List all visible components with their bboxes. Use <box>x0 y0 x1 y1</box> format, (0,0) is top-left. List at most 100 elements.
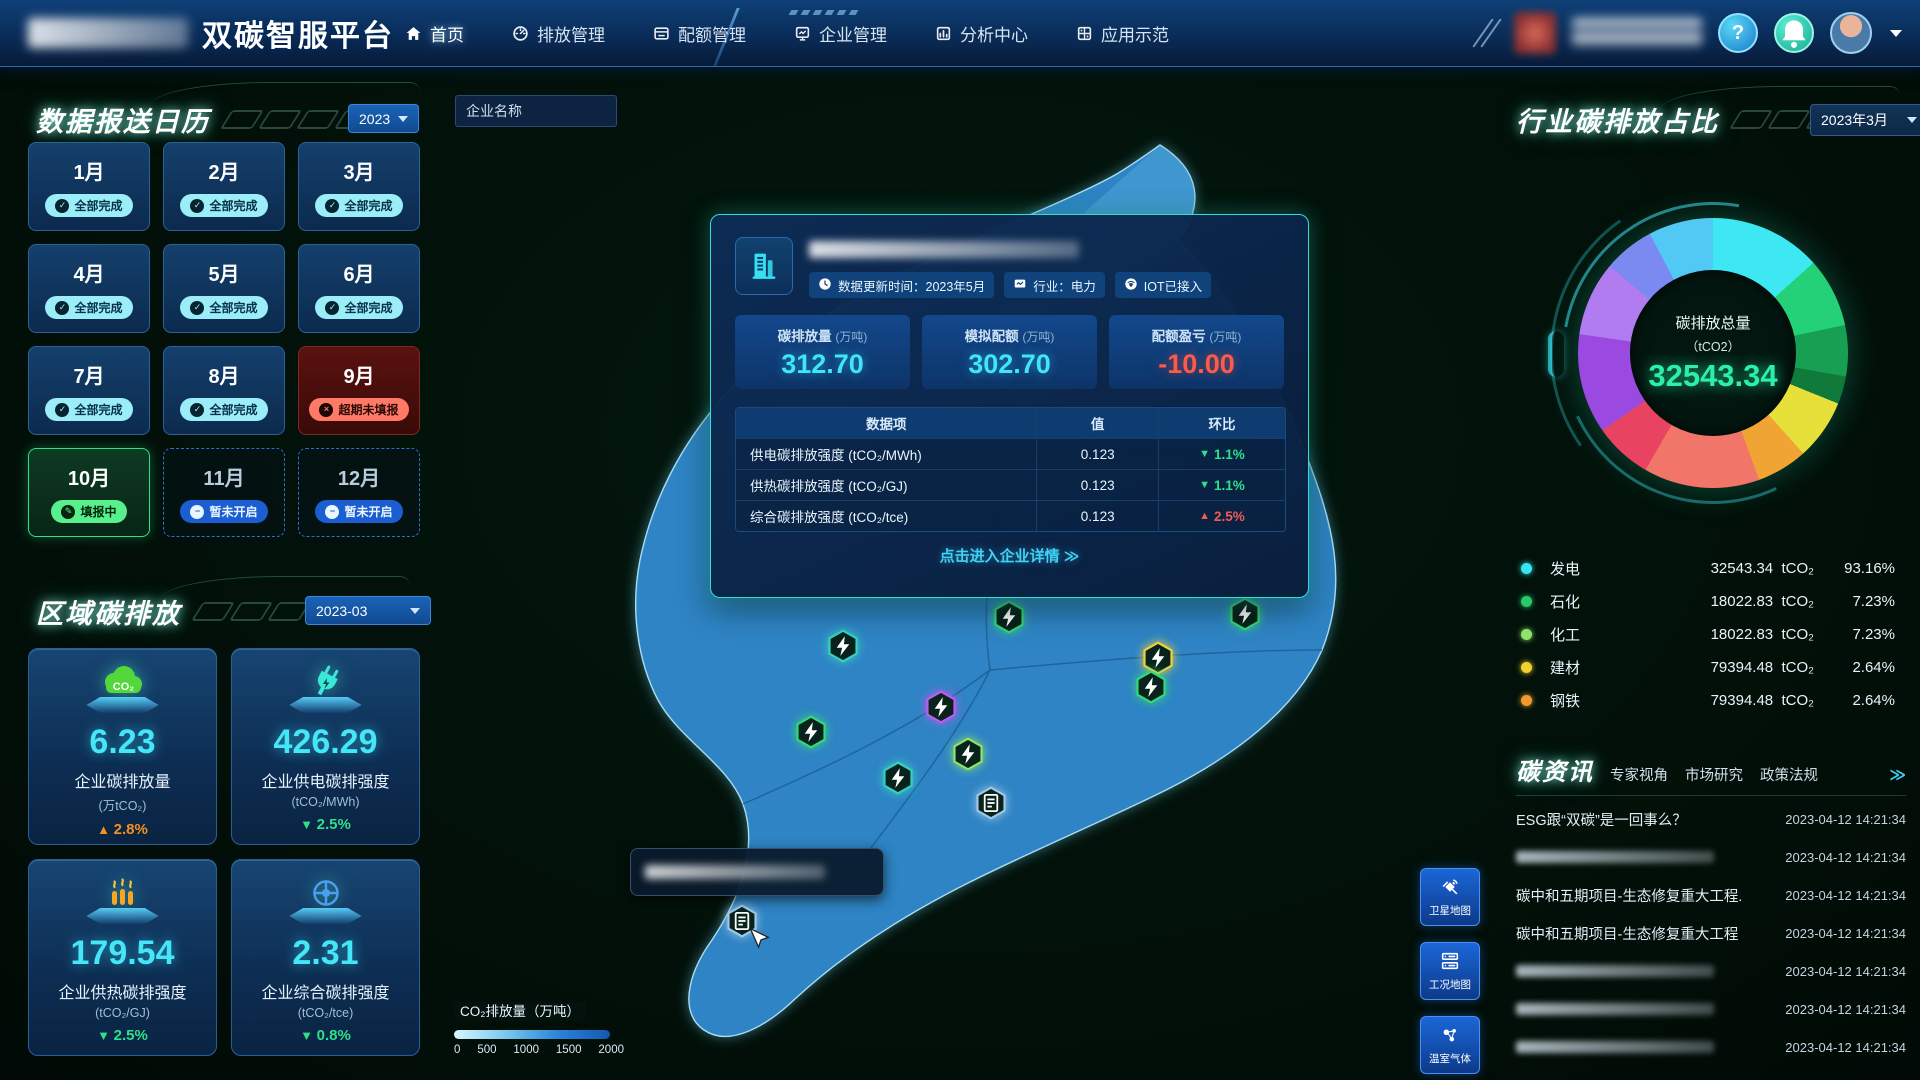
enterprise-map-marker[interactable] <box>1140 640 1176 676</box>
region-stat-card[interactable]: 179.54 企业供热碳排强度 (tCO₂/GJ) 2.5% <box>28 859 217 1056</box>
enterprise-map-marker[interactable] <box>880 760 916 796</box>
news-title-blurred <box>1516 965 1714 977</box>
news-tab[interactable]: 市场研究 <box>1685 768 1743 784</box>
industry-legend-row[interactable]: 建材 79394.48 tCO₂ 2.64% <box>1521 651 1895 684</box>
map-legend-ticks: 0 500 1000 1500 2000 <box>454 1044 624 1056</box>
enterprise-map-marker[interactable] <box>991 599 1027 635</box>
enterprise-map-marker[interactable] <box>793 714 829 750</box>
enterprise-map-marker[interactable] <box>825 628 861 664</box>
news-more-link[interactable]: ≫ <box>1889 767 1906 784</box>
industry-legend-row[interactable]: 钢铁 79394.48 tCO₂ 2.64% <box>1521 684 1895 717</box>
industry-period-select[interactable]: 2023年3月 <box>1810 104 1920 136</box>
legend-tick: 500 <box>477 1044 497 1056</box>
region-period-select[interactable]: 2023-03 <box>305 596 431 625</box>
bell-icon <box>1782 20 1806 48</box>
news-list-item[interactable]: 碳中和五期项目-生态修复重大工程 2023-04-12 14:21:34 <box>1516 914 1906 952</box>
month-card[interactable]: 1月 全部完成 <box>28 142 150 231</box>
nav-item[interactable]: 排放管理 <box>512 21 605 46</box>
month-label: 4月 <box>73 264 105 286</box>
month-card[interactable]: 6月 全部完成 <box>298 244 420 333</box>
map-layer-label: 卫星地图 <box>1429 905 1471 917</box>
stat-unit: (tCO₂/tce) <box>297 1006 354 1020</box>
month-card[interactable]: 8月 全部完成 <box>163 346 285 435</box>
enterprise-map-marker[interactable] <box>724 903 760 939</box>
company-name-blurred <box>809 241 1079 258</box>
industry-legend-row[interactable]: 化工 18022.83 tCO₂ 7.23% <box>1521 618 1895 651</box>
month-card[interactable]: 11月 暂未开启 <box>163 448 285 537</box>
map-layer-button[interactable]: 工况地图 <box>1420 942 1480 1000</box>
nav-item[interactable]: 应用示范 <box>1076 21 1169 46</box>
news-item-title: ESG跟“双碳”是一回事么？ <box>1516 812 1687 829</box>
month-card[interactable]: 9月 超期未填报 <box>298 346 420 435</box>
enterprise-map-marker[interactable] <box>1133 669 1169 705</box>
notifications-button[interactable] <box>1774 13 1814 53</box>
nav-item[interactable]: 分析中心 <box>935 21 1028 46</box>
news-list-item[interactable]: 2023-04-12 14:21:34 <box>1516 1028 1906 1066</box>
month-status-badge: 全部完成 <box>315 296 403 319</box>
help-button[interactable]: ? <box>1718 13 1758 53</box>
popup-stat-title: 模拟配额 <box>964 328 1019 344</box>
stat-label: 企业供热碳排强度 <box>58 985 187 1002</box>
month-card[interactable]: 7月 全部完成 <box>28 346 150 435</box>
news-list-item[interactable]: 2023-04-12 14:21:34 <box>1516 952 1906 990</box>
user-menu-caret-icon[interactable] <box>1890 29 1902 37</box>
enterprise-map-marker[interactable] <box>1227 596 1263 632</box>
metric-name: 综合碳排放强度 (tCO₂/tce) <box>736 501 1038 531</box>
nav-item-label: 排放管理 <box>537 25 605 45</box>
news-list-item[interactable]: 2023-04-12 14:21:34 <box>1516 838 1906 876</box>
industry-donut-chart[interactable]: 碳排放总量 （tCO2） 32543.34 <box>1502 142 1920 564</box>
donut-center-value: 32543.34 <box>1648 358 1778 393</box>
metric-change: 1.1% <box>1159 439 1285 469</box>
month-label: 3月 <box>343 162 375 184</box>
user-avatar[interactable] <box>1830 12 1872 54</box>
region-stat-card[interactable]: 2.31 企业综合碳排强度 (tCO₂/tce) 0.8% <box>231 859 420 1056</box>
industry-legend-row[interactable]: 发电 32543.34 tCO₂ 93.16% <box>1521 552 1895 585</box>
month-card[interactable]: 10月 填报中 <box>28 448 150 537</box>
region-arc-decoration <box>160 576 410 601</box>
news-tab[interactable]: 政策法规 <box>1760 768 1818 784</box>
enterprise-map-marker[interactable] <box>950 736 986 772</box>
news-list-item[interactable]: 2023-04-12 14:21:34 <box>1516 990 1906 1028</box>
month-status-badge: 全部完成 <box>180 296 268 319</box>
enterprise-map-marker[interactable] <box>973 785 1009 821</box>
nav-item[interactable]: 首页 <box>405 21 464 46</box>
status-text: 暂未开启 <box>209 505 258 519</box>
month-card[interactable]: 3月 全部完成 <box>298 142 420 231</box>
news-list-item[interactable]: ESG跟“双碳”是一回事么？ 2023-04-12 14:21:34 <box>1516 800 1906 838</box>
status-icon <box>325 504 340 519</box>
stat-delta: 0.8% <box>300 1027 351 1044</box>
nav-item[interactable]: 配额管理 <box>653 21 746 46</box>
enterprise-detail-link[interactable]: 点击进入企业详情 ≫ <box>939 548 1080 565</box>
map-hover-tooltip <box>630 848 884 896</box>
month-card[interactable]: 4月 全部完成 <box>28 244 150 333</box>
status-text: 全部完成 <box>209 199 258 213</box>
news-list-item[interactable]: 碳中和五期项目-生态修复重大工程... 2023-04-12 14:21:34 <box>1516 876 1906 914</box>
company-search-input[interactable] <box>455 95 617 127</box>
calendar-year-select[interactable]: 2023 <box>348 104 420 133</box>
month-card[interactable]: 5月 全部完成 <box>163 244 285 333</box>
stat-label: 企业供电碳排强度 <box>261 774 390 791</box>
calendar-panel-header: 数据报送日历 <box>36 100 420 139</box>
legend-value: 18022.83 tCO₂ <box>1710 593 1814 610</box>
enterprise-map-marker[interactable] <box>923 689 959 725</box>
region-stat-card[interactable]: CO₂ 6.23 企业碳排放量 (万tCO₂) 2.8% <box>28 648 217 845</box>
map-layer-button[interactable]: 卫星地图 <box>1420 868 1480 926</box>
month-status-badge: 暂未开启 <box>180 500 268 523</box>
month-card[interactable]: 2月 全部完成 <box>163 142 285 231</box>
nav-item-label: 配额管理 <box>678 25 746 45</box>
month-label: 9月 <box>343 366 375 388</box>
table-row: 供热碳排放强度 (tCO₂/GJ) 0.123 1.1% <box>736 469 1285 500</box>
region-title: 区域碳排放 <box>36 599 181 629</box>
region-stat-card[interactable]: 426.29 企业供电碳排强度 (tCO₂/MWh) 2.5% <box>231 648 420 845</box>
popup-stat-box: 配额盈亏 (万吨) -10.00 <box>1109 315 1284 389</box>
industry-legend-row[interactable]: 石化 18022.83 tCO₂ 7.23% <box>1521 585 1895 618</box>
nav-item[interactable]: 企业管理 <box>794 21 887 46</box>
chevron-down-icon <box>1907 117 1917 123</box>
month-card[interactable]: 12月 暂未开启 <box>298 448 420 537</box>
map-layer-button[interactable]: 温室气体 <box>1420 1016 1480 1074</box>
news-tab[interactable]: 专家视角 <box>1610 768 1668 784</box>
stat-label: 企业综合碳排强度 <box>261 985 390 1002</box>
chevron-down-icon <box>398 115 409 122</box>
stat-delta: 2.5% <box>300 816 351 833</box>
legend-value: 79394.48 tCO₂ <box>1710 692 1814 709</box>
